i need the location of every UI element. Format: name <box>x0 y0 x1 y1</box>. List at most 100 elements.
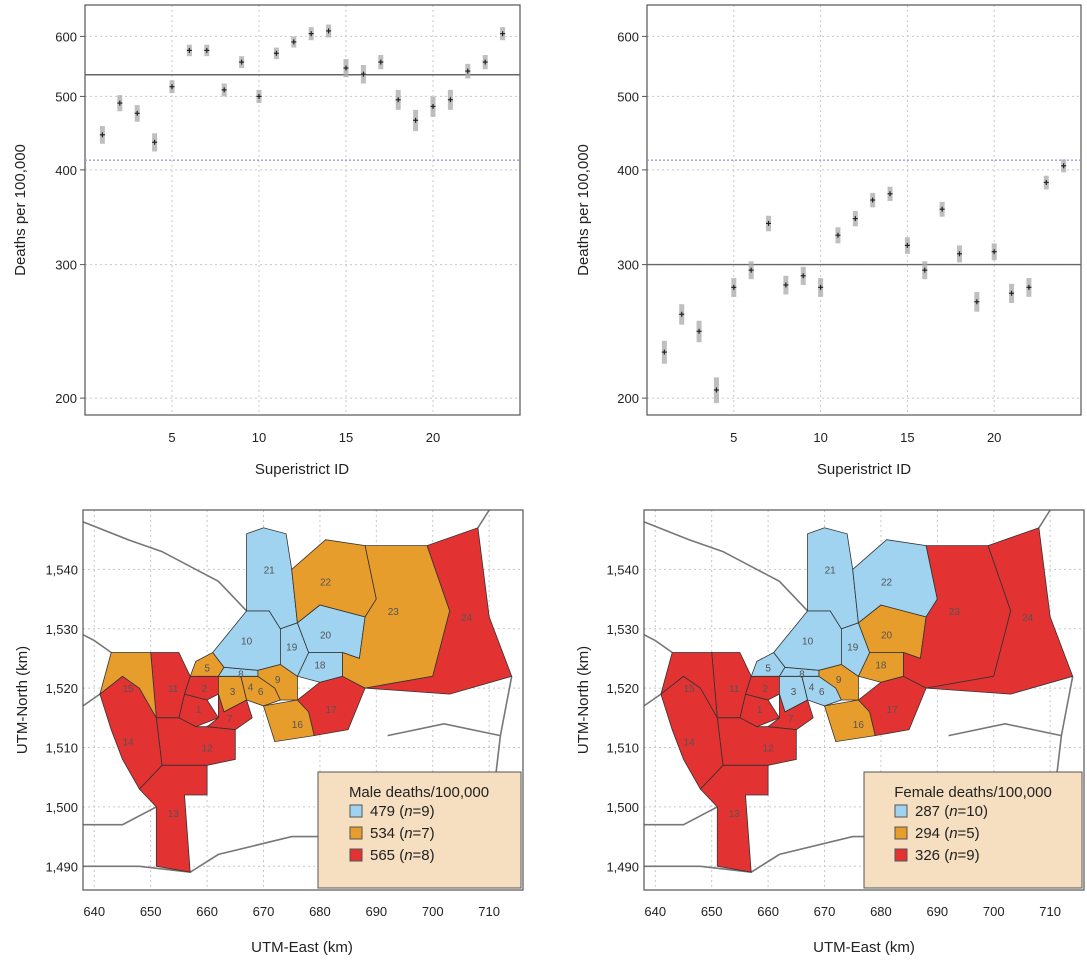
x-tick-label: 640 <box>644 904 666 919</box>
y-tick-label: 600 <box>617 29 639 44</box>
male-map: 12 3 456789101112131415161718192021222324 … <box>14 509 524 956</box>
x-tick-label: 10 <box>813 430 827 445</box>
y-tick-label: 1,520 <box>606 681 639 696</box>
x-axis-label: UTM-East (km) <box>813 939 915 956</box>
district-label: 16 <box>853 720 865 731</box>
legend-label: 565 (n=8) <box>370 847 435 864</box>
boundary-line <box>643 693 662 707</box>
y-tick-label: 1,500 <box>45 800 78 815</box>
superdistrict-7[interactable] <box>206 693 253 731</box>
map-legend: Female deaths/100,000 287 (n=10) 294 (n=5… <box>863 771 1083 889</box>
district-label: 11 <box>168 684 179 695</box>
x-tick-label: 670 <box>253 904 275 919</box>
legend-label: 534 (n=7) <box>370 825 435 842</box>
boundary-line <box>82 521 248 612</box>
y-tick-label: 1,510 <box>45 741 78 756</box>
district-label: 3 <box>230 687 236 698</box>
y-tick-label: 1,490 <box>45 859 78 874</box>
x-axis-label: UTM-East (km) <box>251 939 353 956</box>
superdistrict-13[interactable] <box>699 764 769 873</box>
y-tick-label: 500 <box>617 89 639 104</box>
district-label: 20 <box>881 631 893 642</box>
x-tick-label: 10 <box>252 430 266 445</box>
x-axis-label: Superistrict ID <box>817 461 911 478</box>
legend-label: 287 (n=10) <box>915 803 988 820</box>
district-label: 15 <box>684 684 696 695</box>
district-label: 16 <box>292 720 304 731</box>
y-tick-label: 1,540 <box>45 562 78 577</box>
legend-swatch <box>894 826 908 840</box>
x-tick-label: 680 <box>870 904 892 919</box>
district-label: 18 <box>314 660 326 671</box>
superdistrict-15[interactable] <box>660 652 718 718</box>
y-tick-label: 400 <box>617 163 639 178</box>
y-tick-label: 200 <box>617 391 639 406</box>
district-label: 11 <box>729 684 740 695</box>
district-label: 1 <box>757 705 763 716</box>
district-label: 23 <box>388 607 400 618</box>
y-tick-label: 200 <box>55 391 77 406</box>
superdistrict-15[interactable] <box>99 652 157 718</box>
district-label: 4 <box>248 682 254 693</box>
district-label: 17 <box>326 705 338 716</box>
district-label: 14 <box>123 738 135 749</box>
district-label: 6 <box>258 687 264 698</box>
x-tick-label: 660 <box>196 904 218 919</box>
district-label: 13 <box>168 809 180 820</box>
district-label: 9 <box>275 675 281 686</box>
legend-label: 294 (n=5) <box>915 825 980 842</box>
x-tick-label: 5 <box>168 430 175 445</box>
y-tick-label: 1,530 <box>45 622 78 637</box>
district-label: 10 <box>802 637 814 648</box>
x-axis-label: Superistrict ID <box>255 461 349 478</box>
district-label: 3 <box>791 687 797 698</box>
district-label: 17 <box>887 705 899 716</box>
superdistrict-24[interactable] <box>365 527 513 695</box>
x-tick-label: 700 <box>422 904 444 919</box>
y-tick-label: 300 <box>55 258 77 273</box>
boundary-line <box>948 722 1062 737</box>
superdistrict-7[interactable] <box>767 693 814 731</box>
y-axis-label: Deaths per 100,000 <box>12 144 29 276</box>
boundary-line <box>83 806 157 826</box>
boundary-line <box>477 509 490 529</box>
district-label: 8 <box>799 669 805 680</box>
female-map: 12 3 456789101112131415161718192021222324 … <box>575 509 1085 956</box>
district-label: 24 <box>461 613 473 624</box>
y-tick-label: 300 <box>617 258 639 273</box>
district-label: 9 <box>836 675 842 686</box>
y-tick-label: 1,530 <box>606 622 639 637</box>
y-tick-label: 1,520 <box>45 681 78 696</box>
legend-swatch <box>894 848 908 862</box>
x-tick-label: 710 <box>478 904 500 919</box>
x-tick-label: 20 <box>987 430 1001 445</box>
boundary-line <box>644 806 718 826</box>
district-label: 15 <box>123 684 135 695</box>
district-label: 6 <box>819 687 825 698</box>
district-label: 13 <box>729 809 741 820</box>
boundary-line <box>82 693 101 707</box>
legend-swatch <box>894 804 908 818</box>
district-label: 10 <box>241 637 253 648</box>
x-tick-label: 680 <box>309 904 331 919</box>
boundary-line <box>643 521 809 612</box>
district-label: 5 <box>765 663 771 674</box>
y-axis-label: UTM-North (km) <box>14 646 31 754</box>
x-tick-label: 650 <box>140 904 162 919</box>
district-label: 24 <box>1022 613 1034 624</box>
superdistrict-24[interactable] <box>926 527 1074 695</box>
district-label: 14 <box>684 738 696 749</box>
district-label: 23 <box>949 607 961 618</box>
boundary-line <box>387 722 501 737</box>
x-tick-label: 700 <box>983 904 1005 919</box>
legend-title: Female deaths/100,000 <box>894 784 1052 801</box>
y-tick-label: 600 <box>55 29 77 44</box>
legend-swatch <box>349 848 363 862</box>
district-label: 4 <box>809 682 815 693</box>
district-label: 19 <box>286 643 298 654</box>
district-label: 20 <box>320 631 332 642</box>
district-label: 7 <box>788 714 794 725</box>
superdistrict-13[interactable] <box>138 764 208 873</box>
district-label: 19 <box>847 643 859 654</box>
